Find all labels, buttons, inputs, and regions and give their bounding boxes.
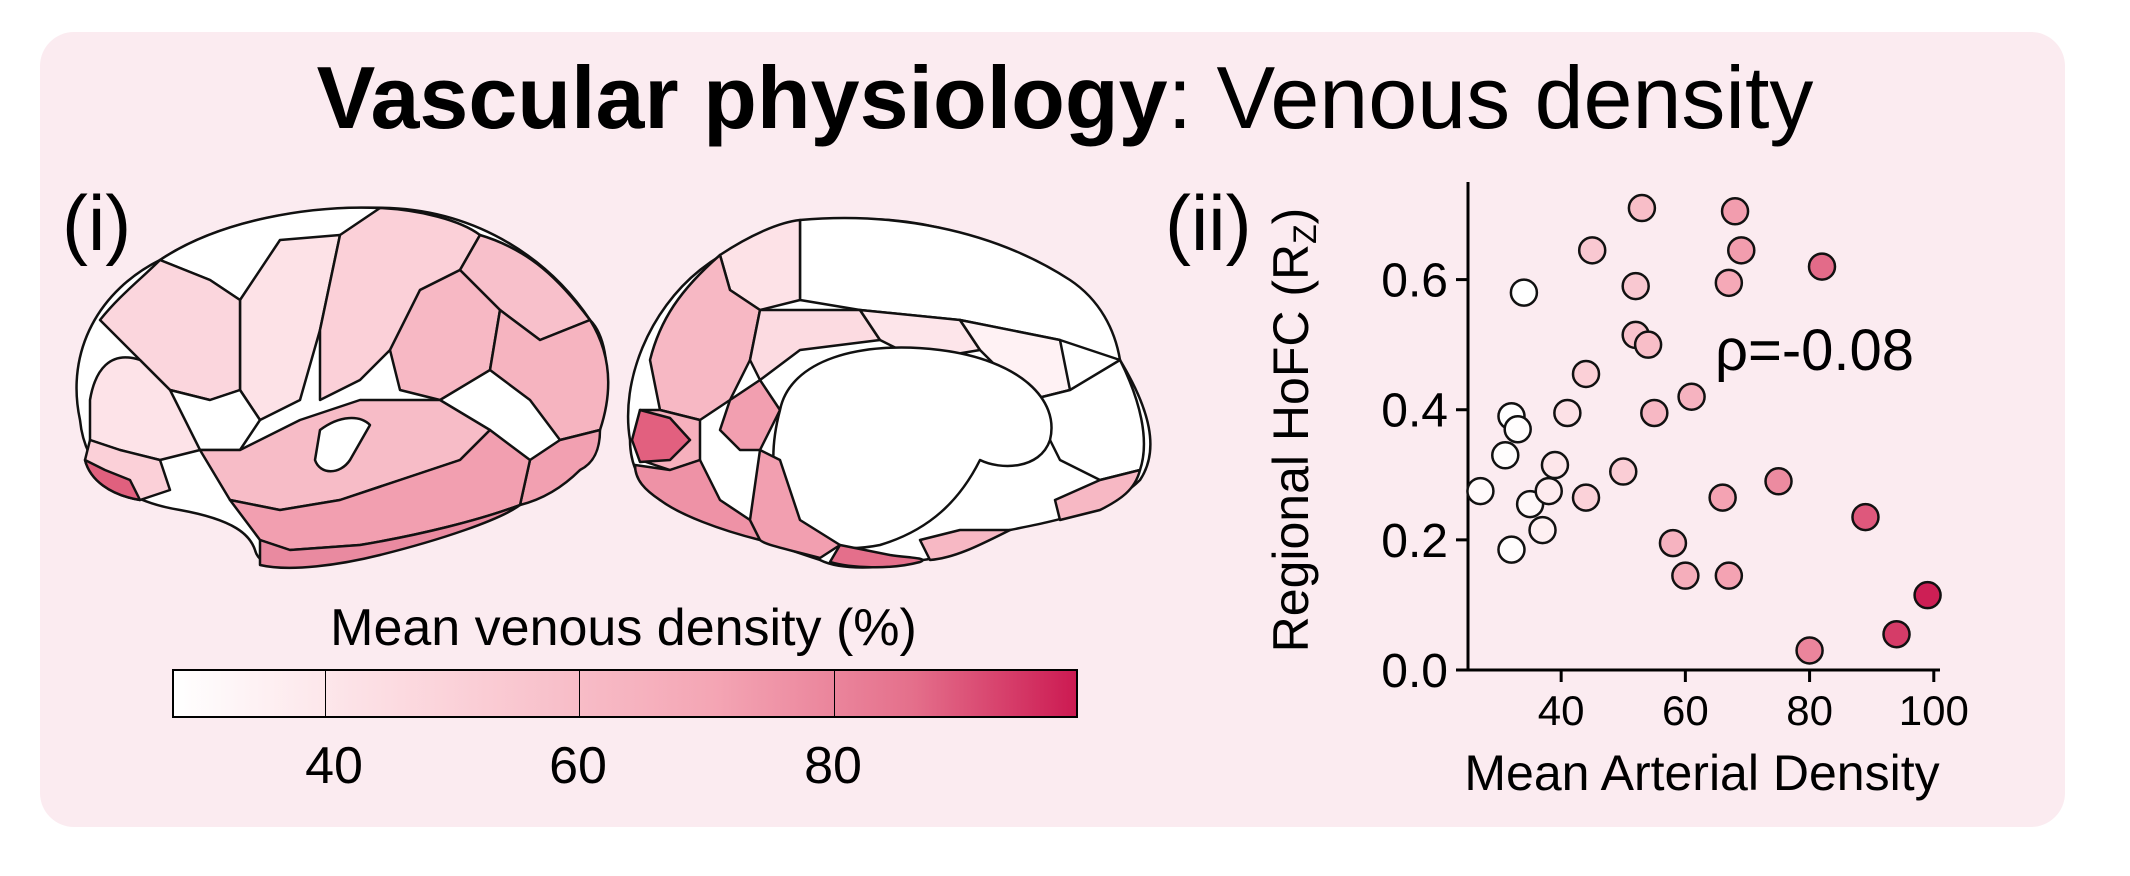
scatter-point	[1571, 483, 1601, 512]
y-axis: 0.0 0.2 0.4 0.6	[1381, 182, 1470, 698]
region-entorhinal	[918, 528, 1012, 562]
region-fusiform	[828, 543, 924, 569]
region-frontal-pole	[1053, 468, 1142, 522]
y-axis-title: Regional HoFC (RZ)	[1263, 208, 1323, 653]
scatter-point	[1491, 441, 1520, 470]
scatter-point	[1577, 236, 1607, 265]
region-pars-orbitalis	[83, 458, 142, 502]
colorbar	[172, 669, 1078, 718]
scatter-point	[1671, 561, 1700, 590]
scatter-point	[1727, 236, 1756, 265]
figure-title: Vascular physiology: Venous density	[0, 52, 2130, 144]
scatter-point	[1509, 278, 1539, 307]
x-tick-label: 60	[1662, 687, 1709, 734]
y-tick-label: 0.2	[1381, 515, 1448, 568]
title-rest-part: : Venous density	[1167, 48, 1814, 147]
scatter-point	[1913, 580, 1942, 610]
y-tick-label: 0.4	[1381, 385, 1448, 438]
scatter-point	[1882, 619, 1911, 649]
scatter-point	[1677, 382, 1706, 411]
colorbar-label-80: 80	[804, 737, 862, 795]
x-tick-label: 100	[1899, 687, 1969, 734]
scatter-point	[1807, 252, 1837, 281]
x-axis: 40 60 80 100	[1468, 668, 1969, 734]
scatter-point	[1497, 535, 1526, 564]
scatter-point	[1795, 636, 1824, 665]
scatter-point	[1553, 398, 1582, 428]
panel-label-i: (i)	[62, 179, 132, 267]
scatter-point	[1528, 515, 1557, 545]
y-tick-label: 0.6	[1381, 255, 1448, 308]
y-axis-title-subscript: Z	[1287, 224, 1323, 244]
title-bold-part: Vascular physiology	[316, 48, 1168, 147]
region-parahippocampal	[748, 448, 842, 560]
x-axis-title: Mean Arterial Density	[1464, 745, 1939, 801]
scatter-point	[1571, 359, 1601, 389]
region-precuneus	[648, 253, 762, 422]
y-axis-title-end: )	[1263, 208, 1319, 225]
scatter-points	[1466, 193, 1942, 665]
scatter-point	[1714, 561, 1744, 590]
scatter-point	[1714, 268, 1744, 298]
colorbar-tick-80	[834, 671, 835, 716]
scatter-point	[1466, 476, 1495, 506]
region-postcentral	[318, 206, 482, 402]
region-paracentral	[718, 218, 802, 312]
region-inferior-temporal	[258, 503, 522, 570]
scatter-point	[1503, 415, 1532, 444]
y-axis-title-main: Regional HoFC (R	[1263, 244, 1319, 652]
lateral-brain-view	[75, 206, 610, 570]
scatter-point	[1720, 197, 1750, 226]
scatter-point	[1708, 483, 1737, 512]
medial-brain-view	[626, 216, 1152, 569]
region-superior-frontal-medial	[798, 216, 1122, 362]
scatter-point	[1640, 398, 1669, 428]
scatter-point	[1540, 450, 1570, 480]
x-tick-label: 80	[1786, 687, 1833, 734]
scatter-point	[1658, 528, 1688, 558]
scatter-point	[1851, 502, 1880, 532]
panel-label-ii: (ii)	[1165, 179, 1252, 267]
region-lateral-occipital	[518, 428, 602, 507]
x-tick-label: 40	[1538, 687, 1585, 734]
colorbar-tick-60	[579, 671, 580, 716]
scatter-point	[1621, 271, 1650, 301]
y-tick-label: 0.0	[1381, 645, 1448, 698]
scatter-point	[1627, 193, 1657, 223]
scatter-point	[1609, 457, 1638, 486]
colorbar-tick-40	[325, 671, 326, 716]
colorbar-title: Mean venous density (%)	[330, 599, 917, 657]
region-insula	[313, 416, 372, 473]
scatter-point	[1764, 467, 1793, 496]
colorbar-label-60: 60	[549, 737, 607, 795]
brain-surface-maps	[75, 206, 1152, 570]
region-pericalcarine	[630, 408, 692, 464]
colorbar-label-40: 40	[305, 737, 363, 795]
scatter-point	[1534, 476, 1563, 506]
correlation-annotation: ρ=-0.08	[1715, 318, 1914, 383]
scatter-plot: 0.0 0.2 0.4 0.6 40 60 80 100 Regional HoFC (RZ…	[1263, 182, 1969, 801]
scatter-point	[1633, 330, 1663, 359]
